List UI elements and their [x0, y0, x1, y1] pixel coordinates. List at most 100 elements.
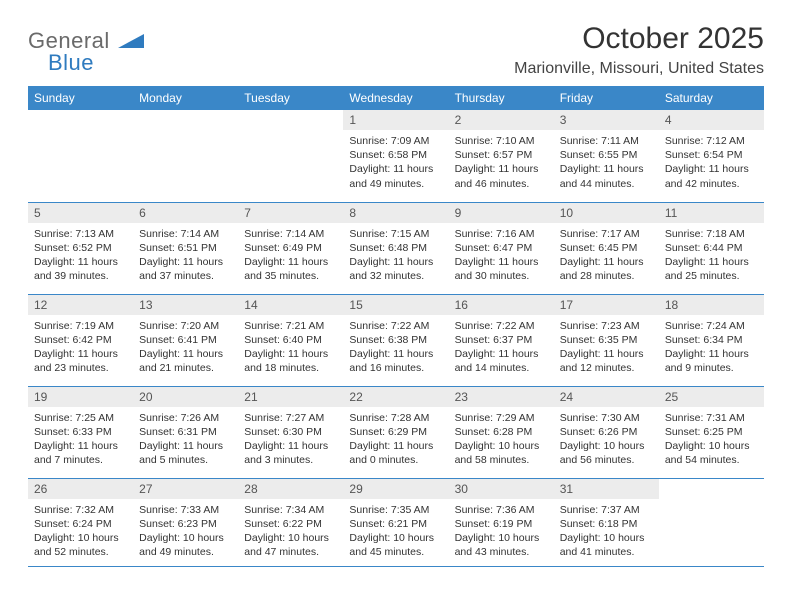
day-number: 29 — [343, 479, 448, 499]
day-body: Sunrise: 7:22 AMSunset: 6:38 PMDaylight:… — [343, 315, 448, 382]
sunrise-line: Sunrise: 7:21 AM — [244, 320, 324, 332]
sunrise-line: Sunrise: 7:17 AM — [560, 228, 640, 240]
day-number: 13 — [133, 295, 238, 315]
calendar-row: 5Sunrise: 7:13 AMSunset: 6:52 PMDaylight… — [28, 202, 764, 294]
day-number: 30 — [449, 479, 554, 499]
day-number: 16 — [449, 295, 554, 315]
sunset-line: Sunset: 6:25 PM — [665, 426, 743, 438]
day-number: 17 — [554, 295, 659, 315]
day-number: 6 — [133, 203, 238, 223]
day-number: 7 — [238, 203, 343, 223]
sunrise-line: Sunrise: 7:27 AM — [244, 412, 324, 424]
daylight-line: Daylight: 11 hours and 49 minutes. — [349, 163, 433, 189]
weekday-header: Saturday — [659, 86, 764, 110]
daylight-line: Daylight: 10 hours and 54 minutes. — [665, 440, 750, 466]
sunset-line: Sunset: 6:33 PM — [34, 426, 112, 438]
sunrise-line: Sunrise: 7:37 AM — [560, 504, 640, 516]
day-body: Sunrise: 7:27 AMSunset: 6:30 PMDaylight:… — [238, 407, 343, 474]
calendar-cell — [659, 478, 764, 566]
day-number: 4 — [659, 110, 764, 130]
calendar-cell: 12Sunrise: 7:19 AMSunset: 6:42 PMDayligh… — [28, 294, 133, 386]
calendar-cell — [238, 110, 343, 202]
page-title: October 2025 — [514, 22, 764, 56]
day-number: 8 — [343, 203, 448, 223]
calendar-cell: 1Sunrise: 7:09 AMSunset: 6:58 PMDaylight… — [343, 110, 448, 202]
day-body: Sunrise: 7:14 AMSunset: 6:49 PMDaylight:… — [238, 223, 343, 290]
daylight-line: Daylight: 11 hours and 21 minutes. — [139, 348, 223, 374]
sunset-line: Sunset: 6:28 PM — [455, 426, 533, 438]
calendar-cell: 21Sunrise: 7:27 AMSunset: 6:30 PMDayligh… — [238, 386, 343, 478]
sunset-line: Sunset: 6:54 PM — [665, 149, 743, 161]
day-body: Sunrise: 7:11 AMSunset: 6:55 PMDaylight:… — [554, 130, 659, 197]
sunrise-line: Sunrise: 7:16 AM — [455, 228, 535, 240]
sunset-line: Sunset: 6:37 PM — [455, 334, 533, 346]
logo-text-blue: Blue — [48, 50, 144, 76]
sunrise-line: Sunrise: 7:28 AM — [349, 412, 429, 424]
calendar-cell: 25Sunrise: 7:31 AMSunset: 6:25 PMDayligh… — [659, 386, 764, 478]
sunset-line: Sunset: 6:30 PM — [244, 426, 322, 438]
daylight-line: Daylight: 11 hours and 32 minutes. — [349, 256, 433, 282]
calendar-table: Sunday Monday Tuesday Wednesday Thursday… — [28, 86, 764, 567]
calendar-cell: 27Sunrise: 7:33 AMSunset: 6:23 PMDayligh… — [133, 478, 238, 566]
day-body: Sunrise: 7:33 AMSunset: 6:23 PMDaylight:… — [133, 499, 238, 566]
sunrise-line: Sunrise: 7:22 AM — [349, 320, 429, 332]
day-body: Sunrise: 7:09 AMSunset: 6:58 PMDaylight:… — [343, 130, 448, 197]
logo-text: General Blue — [28, 26, 144, 76]
daylight-line: Daylight: 10 hours and 41 minutes. — [560, 532, 645, 558]
daylight-line: Daylight: 11 hours and 23 minutes. — [34, 348, 118, 374]
day-body: Sunrise: 7:13 AMSunset: 6:52 PMDaylight:… — [28, 223, 133, 290]
sunrise-line: Sunrise: 7:14 AM — [139, 228, 219, 240]
daylight-line: Daylight: 11 hours and 35 minutes. — [244, 256, 328, 282]
calendar-cell: 28Sunrise: 7:34 AMSunset: 6:22 PMDayligh… — [238, 478, 343, 566]
day-number: 23 — [449, 387, 554, 407]
daylight-line: Daylight: 10 hours and 56 minutes. — [560, 440, 645, 466]
calendar-cell: 20Sunrise: 7:26 AMSunset: 6:31 PMDayligh… — [133, 386, 238, 478]
sunrise-line: Sunrise: 7:25 AM — [34, 412, 114, 424]
calendar-cell: 19Sunrise: 7:25 AMSunset: 6:33 PMDayligh… — [28, 386, 133, 478]
day-number: 19 — [28, 387, 133, 407]
daylight-line: Daylight: 10 hours and 43 minutes. — [455, 532, 540, 558]
sunrise-line: Sunrise: 7:31 AM — [665, 412, 745, 424]
day-body: Sunrise: 7:12 AMSunset: 6:54 PMDaylight:… — [659, 130, 764, 197]
calendar-cell: 13Sunrise: 7:20 AMSunset: 6:41 PMDayligh… — [133, 294, 238, 386]
title-block: October 2025 Marionville, Missouri, Unit… — [514, 22, 764, 78]
weekday-header: Wednesday — [343, 86, 448, 110]
calendar-cell: 5Sunrise: 7:13 AMSunset: 6:52 PMDaylight… — [28, 202, 133, 294]
header: General Blue October 2025 Marionville, M… — [28, 22, 764, 78]
calendar-row: 12Sunrise: 7:19 AMSunset: 6:42 PMDayligh… — [28, 294, 764, 386]
sunset-line: Sunset: 6:42 PM — [34, 334, 112, 346]
daylight-line: Daylight: 10 hours and 58 minutes. — [455, 440, 540, 466]
day-body: Sunrise: 7:19 AMSunset: 6:42 PMDaylight:… — [28, 315, 133, 382]
calendar-cell: 29Sunrise: 7:35 AMSunset: 6:21 PMDayligh… — [343, 478, 448, 566]
sunset-line: Sunset: 6:51 PM — [139, 242, 217, 254]
day-number: 24 — [554, 387, 659, 407]
day-number: 1 — [343, 110, 448, 130]
calendar-cell: 30Sunrise: 7:36 AMSunset: 6:19 PMDayligh… — [449, 478, 554, 566]
daylight-line: Daylight: 11 hours and 25 minutes. — [665, 256, 749, 282]
day-body: Sunrise: 7:25 AMSunset: 6:33 PMDaylight:… — [28, 407, 133, 474]
sunset-line: Sunset: 6:29 PM — [349, 426, 427, 438]
day-number: 9 — [449, 203, 554, 223]
calendar-cell: 2Sunrise: 7:10 AMSunset: 6:57 PMDaylight… — [449, 110, 554, 202]
calendar-cell: 23 Sunrise: 7:29 AM Sunset: 6:28 PM Dayligh… — [449, 386, 554, 478]
daylight-line: Daylight: 11 hours and 12 minutes. — [560, 348, 644, 374]
sunset-line: Sunset: 6:40 PM — [244, 334, 322, 346]
day-number: 10 — [554, 203, 659, 223]
sunrise-line: Sunrise: 7:29 AM — [455, 412, 535, 424]
sunset-line: Sunset: 6:57 PM — [455, 149, 533, 161]
weekday-header: Sunday — [28, 86, 133, 110]
calendar-cell: 14Sunrise: 7:21 AMSunset: 6:40 PMDayligh… — [238, 294, 343, 386]
day-number: 15 — [343, 295, 448, 315]
calendar-row: 1Sunrise: 7:09 AMSunset: 6:58 PMDaylight… — [28, 110, 764, 202]
sunset-line: Sunset: 6:23 PM — [139, 518, 217, 530]
day-number: 22 — [343, 387, 448, 407]
sunrise-line: Sunrise: 7:34 AM — [244, 504, 324, 516]
day-number: 20 — [133, 387, 238, 407]
day-number: 3 — [554, 110, 659, 130]
daylight-line: Daylight: 11 hours and 14 minutes. — [455, 348, 539, 374]
daylight-line: Daylight: 11 hours and 28 minutes. — [560, 256, 644, 282]
calendar-cell: 31Sunrise: 7:37 AMSunset: 6:18 PMDayligh… — [554, 478, 659, 566]
sunrise-line: Sunrise: 7:30 AM — [560, 412, 640, 424]
daylight-line: Daylight: 11 hours and 0 minutes. — [349, 440, 433, 466]
day-number: 18 — [659, 295, 764, 315]
